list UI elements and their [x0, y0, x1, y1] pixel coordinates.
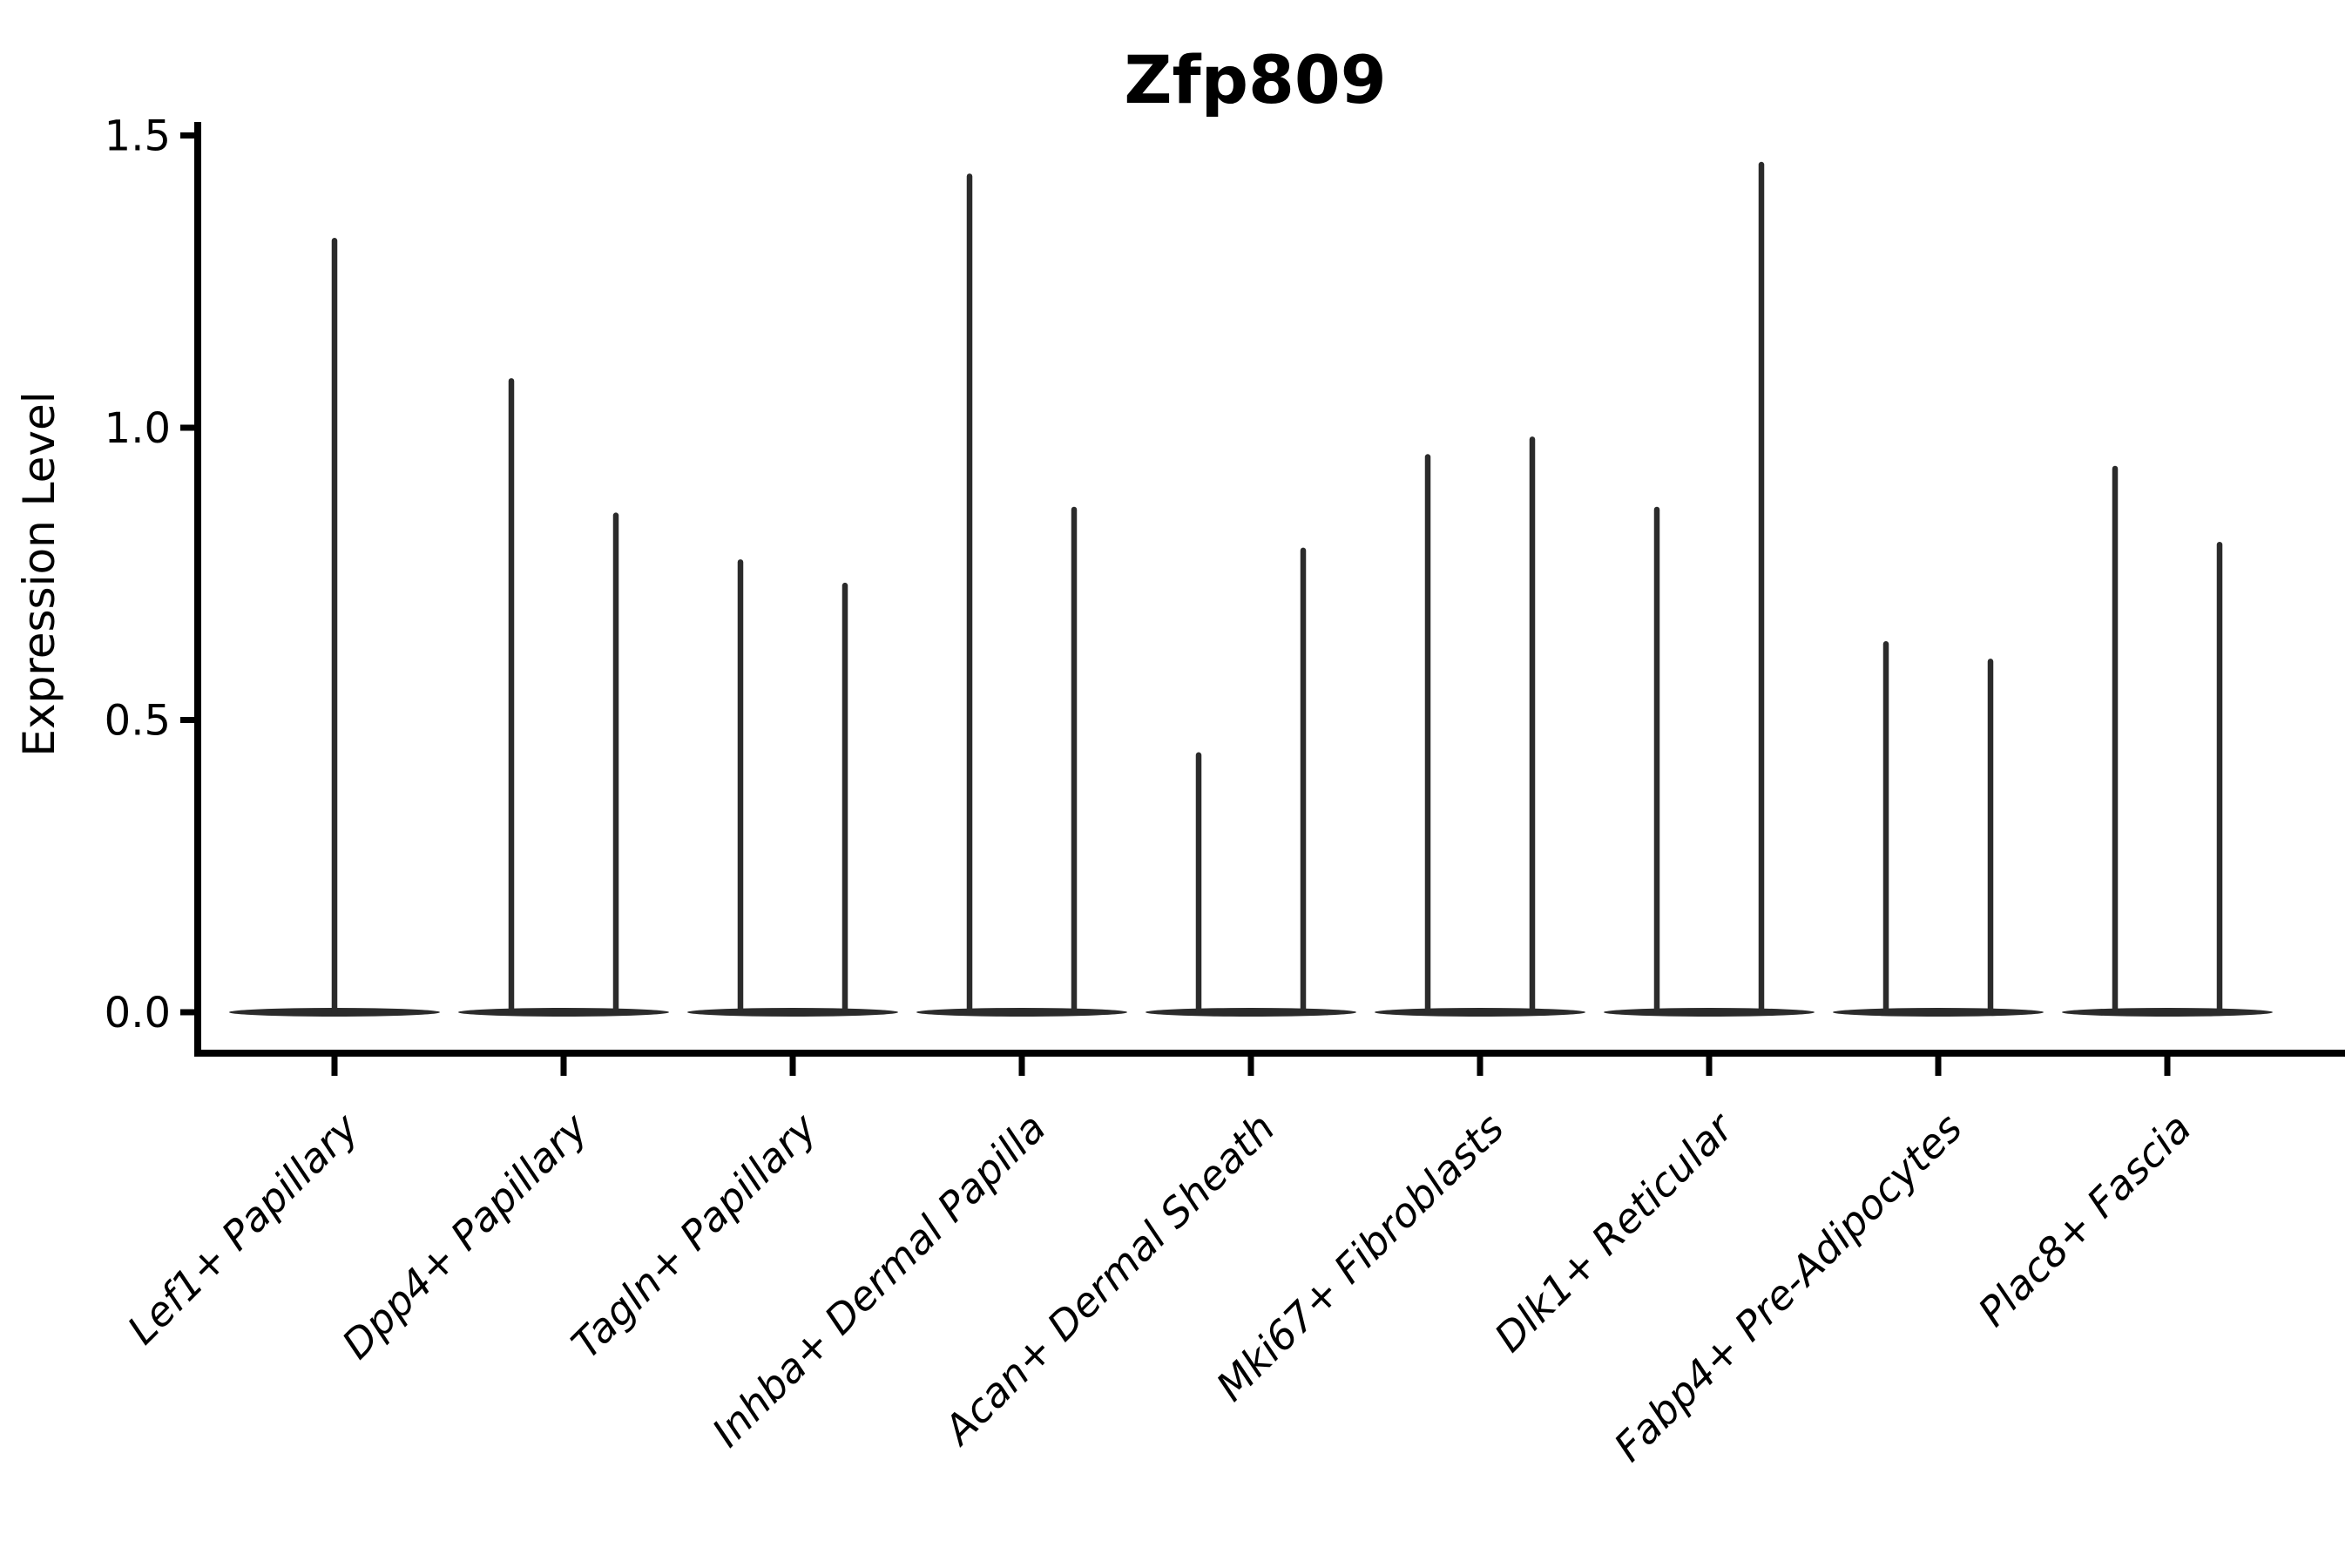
violin-category-7 [1604, 161, 1815, 1017]
violin-category-8 [1833, 641, 2044, 1017]
violin-category-2 [458, 378, 669, 1017]
y-axis-label: Expression Level [14, 391, 64, 756]
violin-category-1 [229, 238, 440, 1017]
x-category-label: Tagln+ Papillary [562, 1104, 826, 1368]
violin-base [458, 1008, 669, 1017]
y-tick-label: 1.5 [105, 112, 171, 160]
x-axis-ticks [331, 1057, 2171, 1076]
x-category-label: Lef1+ Papillary [118, 1104, 368, 1353]
x-category-label: Plac8+ Fascia [1969, 1105, 2200, 1335]
violin-category-4 [916, 173, 1127, 1017]
y-tick-label: 0.5 [105, 696, 171, 745]
violin-category-5 [1146, 547, 1356, 1017]
x-category-label: Dlk1+ Reticular [1485, 1102, 1744, 1361]
violin-series [229, 161, 2273, 1017]
y-tick-label: 0.0 [105, 989, 171, 1037]
violin-base [687, 1008, 898, 1017]
violin-base [1833, 1008, 2044, 1017]
violin-category-3 [687, 559, 898, 1017]
chart-title: Zfp809 [1124, 41, 1386, 118]
violin-category-6 [1375, 436, 1585, 1017]
x-category-label: Dpp4+ Papillary [333, 1104, 597, 1368]
y-tick-label: 1.0 [105, 404, 171, 453]
violin-base [1146, 1008, 1356, 1017]
axes [194, 122, 2345, 1057]
violin-category-9 [2062, 465, 2273, 1017]
violin-base [1604, 1008, 1815, 1017]
violin-base [2062, 1008, 2273, 1017]
violin-base [1375, 1008, 1585, 1017]
violin-base [916, 1008, 1127, 1017]
y-axis-ticks: 0.0 0.5 1.0 1.5 [105, 112, 198, 1037]
